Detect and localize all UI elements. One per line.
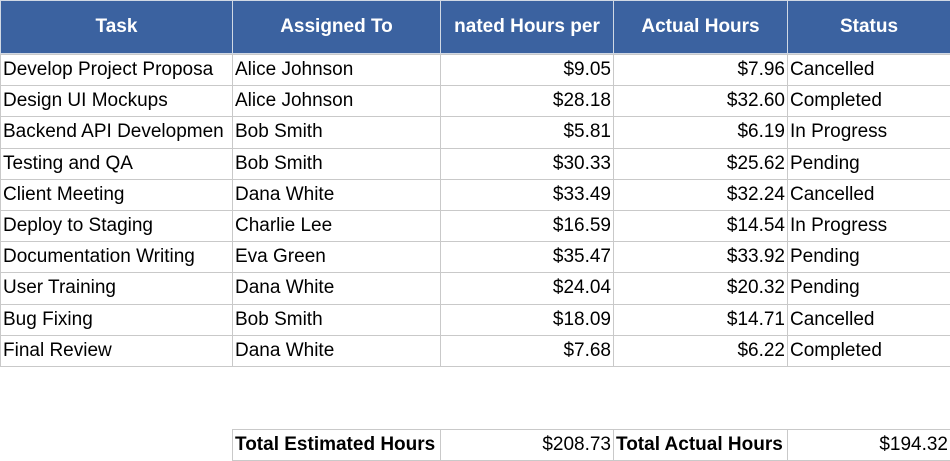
table-cell: $33.92 bbox=[613, 241, 788, 273]
table-cell: Completed bbox=[787, 85, 950, 117]
total-value: $194.32 bbox=[787, 429, 950, 461]
table-cell: Cancelled bbox=[787, 304, 950, 336]
table-cell: $24.04 bbox=[440, 272, 614, 305]
table-cell: $9.05 bbox=[440, 54, 614, 86]
table-cell: Bob Smith bbox=[232, 116, 441, 149]
table-cell: Bob Smith bbox=[232, 148, 441, 180]
total-value: $208.73 bbox=[440, 429, 614, 461]
table-cell: Pending bbox=[787, 272, 950, 305]
table-cell: $32.24 bbox=[613, 179, 788, 211]
table-cell: Cancelled bbox=[787, 179, 950, 211]
table-cell: $7.68 bbox=[440, 335, 614, 367]
table-cell: Eva Green bbox=[232, 241, 441, 273]
table-cell: $14.54 bbox=[613, 210, 788, 242]
table-cell: Alice Johnson bbox=[232, 54, 441, 86]
header-cell: Task bbox=[0, 0, 233, 54]
table-cell: Dana White bbox=[232, 335, 441, 367]
table-cell: Cancelled bbox=[787, 54, 950, 86]
table-cell: Bug Fixing bbox=[0, 304, 233, 336]
table-cell: In Progress bbox=[787, 210, 950, 242]
table-cell: $16.59 bbox=[440, 210, 614, 242]
table-cell: Bob Smith bbox=[232, 304, 441, 336]
table-cell: Alice Johnson bbox=[232, 85, 441, 117]
header-cell: Assigned To bbox=[232, 0, 441, 54]
header-cell: Actual Hours bbox=[613, 0, 788, 54]
table-cell: $25.62 bbox=[613, 148, 788, 180]
table-cell: $6.22 bbox=[613, 335, 788, 367]
total-label: Total Estimated Hours bbox=[232, 429, 441, 461]
table-cell: Deploy to Staging bbox=[0, 210, 233, 242]
table-cell: $28.18 bbox=[440, 85, 614, 117]
table-cell: Pending bbox=[787, 148, 950, 180]
table-cell: Dana White bbox=[232, 179, 441, 211]
table-cell: Develop Project Proposa bbox=[0, 54, 233, 86]
table-cell: $7.96 bbox=[613, 54, 788, 86]
table-cell: $20.32 bbox=[613, 272, 788, 305]
header-cell: Status bbox=[787, 0, 950, 54]
table-cell: Client Meeting bbox=[0, 179, 233, 211]
table-cell: Testing and QA bbox=[0, 148, 233, 180]
table-cell: $5.81 bbox=[440, 116, 614, 149]
table-cell: Charlie Lee bbox=[232, 210, 441, 242]
table-cell: Dana White bbox=[232, 272, 441, 305]
table-cell: User Training bbox=[0, 272, 233, 305]
header-cell: nated Hours per bbox=[440, 0, 614, 54]
table-cell: Completed bbox=[787, 335, 950, 367]
table-cell: Design UI Mockups bbox=[0, 85, 233, 117]
total-label: Total Actual Hours bbox=[613, 429, 788, 461]
table-cell: $18.09 bbox=[440, 304, 614, 336]
table-cell: Backend API Developmen bbox=[0, 116, 233, 149]
table-cell: $6.19 bbox=[613, 116, 788, 149]
table-cell: $14.71 bbox=[613, 304, 788, 336]
table-cell: Documentation Writing bbox=[0, 241, 233, 273]
table-cell: $33.49 bbox=[440, 179, 614, 211]
table-cell: Final Review bbox=[0, 335, 233, 367]
table-cell: Pending bbox=[787, 241, 950, 273]
table-cell: $30.33 bbox=[440, 148, 614, 180]
table-cell: $32.60 bbox=[613, 85, 788, 117]
table-cell: $35.47 bbox=[440, 241, 614, 273]
table-cell: In Progress bbox=[787, 116, 950, 149]
